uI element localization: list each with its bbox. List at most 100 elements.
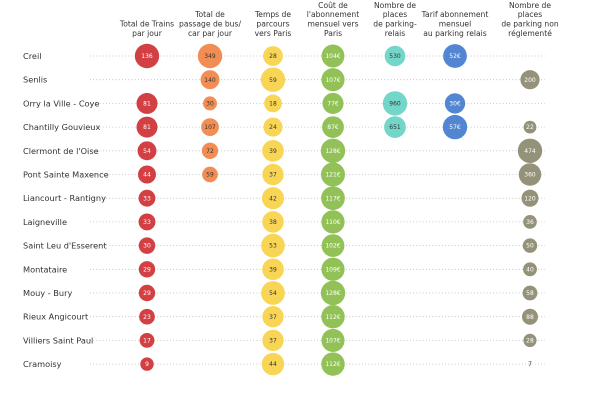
bubble-trains: 81 [136, 92, 158, 114]
column-header-places_libres-line-2: de parking non [501, 20, 559, 29]
bubble-circle [203, 96, 217, 111]
row-label: Creil [23, 51, 42, 61]
row-label: Laigneville [23, 217, 67, 227]
bubble-trains: 23 [139, 308, 155, 325]
bubble-value-label: 651 [389, 124, 401, 131]
bubble-value-label: 33 [143, 219, 151, 226]
bubble-circle [200, 70, 220, 90]
bubble-circle [138, 284, 156, 302]
bubble-value-label: 121€ [325, 172, 340, 179]
bubble-circle [138, 213, 156, 231]
bubble-value-label: 52€ [449, 53, 461, 60]
bubble-bus: 59 [202, 166, 218, 183]
bubble-circle [321, 328, 345, 352]
bubble-abonnement: 77€ [322, 92, 344, 114]
bubble-abonnement: 121€ [321, 162, 345, 187]
bubble-circle [137, 165, 157, 184]
bubble-places_libres: 474 [517, 138, 543, 163]
column-header-places_relais-line-2: de parking- [373, 20, 417, 29]
bubble-trains: 54 [137, 141, 157, 161]
bubble-value-label: 107€ [325, 338, 340, 345]
bubble-circle [136, 116, 158, 138]
bubble-trains: 33 [138, 213, 156, 231]
bubble-circle [518, 163, 542, 186]
bubble-bus: 30 [203, 96, 217, 111]
bubble-places_libres: 22 [523, 120, 537, 134]
bubble-circle [321, 352, 345, 376]
column-header-tarif_relais-line-2: au parking relais [423, 29, 487, 38]
bubbles: 136 349 28 104€ 530 52€ 140 59 107€ 200 81 30 18 77€ 9… [134, 43, 543, 376]
bubble-temps: 53 [261, 233, 285, 258]
column-header-places_libres-line-3: réglementé [508, 29, 552, 38]
bubble-places_relais: 960 [382, 91, 408, 116]
bubble-value-label: 30 [143, 243, 151, 250]
bubble-circle [321, 304, 345, 329]
bubble-circle [134, 43, 160, 69]
bubble-value-label: 54 [143, 148, 151, 155]
bubble-circle [261, 187, 285, 210]
bubble-value-label: 109€ [325, 266, 340, 273]
bubble-circle [264, 94, 282, 113]
bubble-places_libres: 28 [523, 333, 537, 347]
bubble-value-label: 29 [143, 266, 151, 273]
bubble-value-label: 37 [269, 338, 277, 345]
column-header-abonnement-line-3: Paris [324, 29, 342, 38]
bubble-circle [517, 138, 543, 163]
column-header-bus-line-0: Total de [194, 10, 225, 19]
bubble-value-label: 59 [206, 172, 214, 179]
bubble-circle [201, 142, 219, 159]
bubble-value-label: 360 [524, 172, 536, 179]
bubble-circle [523, 120, 537, 134]
bubble-value-label: 140 [204, 77, 216, 84]
bubble-value-label: 107 [204, 124, 216, 131]
bubble-circle [522, 238, 538, 253]
bubble-tarif_relais: 30€ [444, 93, 466, 114]
bubble-places_libres: 360 [518, 163, 542, 186]
bubble-value-label: 59 [269, 77, 277, 84]
row-label: Mouy - Bury [23, 288, 72, 298]
bubble-circle [523, 262, 537, 277]
bubble-temps: 24 [263, 117, 283, 137]
bubble-circle [262, 211, 284, 233]
bubble-value-label: 38 [269, 219, 277, 226]
row-label: Rieux Angicourt [23, 312, 89, 322]
bubble-places_libres: 88 [522, 308, 538, 325]
bubble-value-label: 29 [143, 290, 151, 297]
bubble-circle [384, 45, 406, 67]
bubble-circle [263, 117, 283, 137]
bubble-circle [321, 162, 345, 187]
bubble-circle [322, 92, 344, 114]
bubble-places_relais: 651 [384, 116, 406, 138]
bubble-value-label: 72 [206, 148, 214, 155]
bubble-circle [202, 166, 218, 183]
bubble-places_libres: 40 [523, 262, 537, 277]
bubble-abonnement: 87€ [322, 116, 344, 139]
bubble-trains: 17 [139, 332, 155, 348]
bubble-value-label: 87€ [327, 124, 339, 131]
bubble-value-label: 28 [526, 338, 534, 345]
bubble-temps: 37 [262, 306, 284, 328]
bubble-circle [321, 257, 345, 281]
bubble-value-label: 117€ [325, 195, 340, 202]
bubble-circle [262, 163, 284, 186]
bubble-temps: 38 [262, 211, 284, 233]
bubble-bus: 72 [201, 142, 219, 159]
bubble-circle [523, 215, 537, 229]
bubble-temps: 37 [262, 329, 284, 352]
bubble-value-label: 120 [524, 195, 536, 202]
row-label: Pont Sainte Maxence [23, 170, 109, 180]
column-header-places_relais-line-0: Nombre de [374, 1, 416, 10]
row-labels: Creil Senlis Orry la Ville - Coye Chantilly… [23, 51, 109, 369]
bubble-value-label: 57€ [449, 124, 461, 131]
bubble-circle [136, 92, 158, 114]
bubble-trains: 29 [138, 261, 156, 278]
bubble-circle [261, 352, 285, 376]
bubble-circle [138, 261, 156, 278]
bubble-circle [261, 233, 285, 258]
row-label: Liancourt - Rantigny [23, 193, 106, 203]
bubble-abonnement: 107€ [321, 328, 345, 352]
row-label: Cramoisy [23, 359, 62, 369]
column-header-places_libres-line-0: Nombre de [509, 1, 551, 10]
bubble-circle [320, 280, 346, 306]
